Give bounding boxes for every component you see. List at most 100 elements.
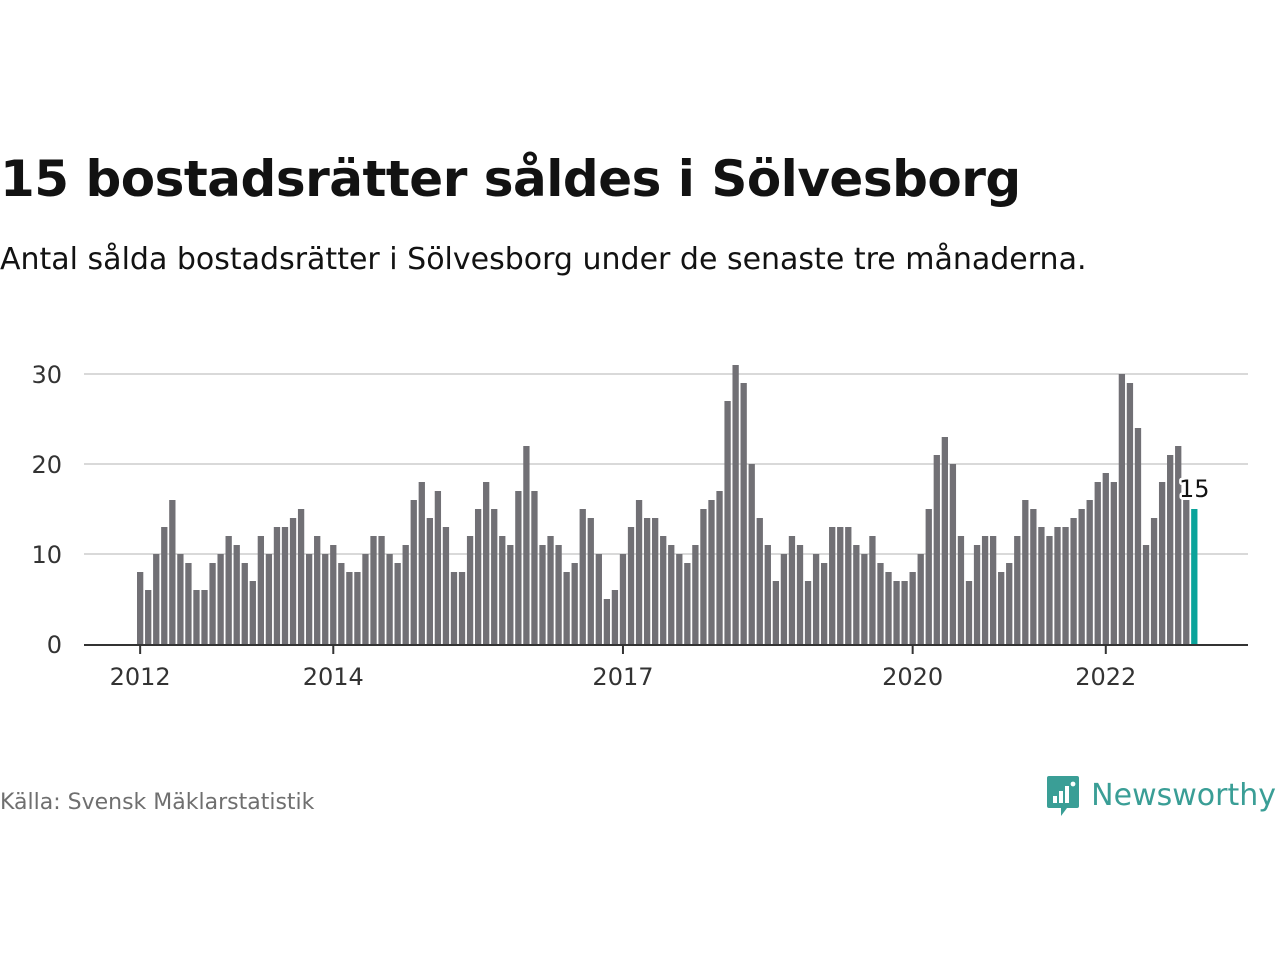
data-label: 15 <box>1179 475 1210 503</box>
bar <box>314 536 321 644</box>
bar <box>169 500 176 644</box>
y-tick-label: 30 <box>31 361 62 389</box>
bar <box>1078 509 1085 644</box>
bar <box>829 527 836 644</box>
bar <box>716 491 723 644</box>
bar <box>249 581 256 644</box>
bar <box>209 563 216 644</box>
bar <box>756 518 763 644</box>
bar <box>917 554 924 644</box>
bar <box>547 536 554 644</box>
bar <box>804 581 812 644</box>
x-tick-label: 2022 <box>1075 663 1136 691</box>
bar <box>515 491 522 644</box>
bar <box>998 572 1005 644</box>
bar <box>563 572 570 644</box>
bar <box>1102 473 1109 644</box>
y-axis: 0 10 20 30 <box>31 361 62 659</box>
x-tick-label: 2014 <box>303 663 364 691</box>
bar <box>812 554 820 644</box>
bar <box>909 572 916 644</box>
bar <box>619 554 627 644</box>
bar <box>732 365 739 644</box>
bar <box>539 545 546 644</box>
bar <box>885 572 892 644</box>
bar <box>635 500 643 644</box>
bar <box>450 572 458 644</box>
bar <box>1094 482 1101 644</box>
bar <box>386 554 393 644</box>
bar <box>973 545 981 644</box>
bar <box>362 554 369 644</box>
bar <box>531 491 538 644</box>
bar <box>869 536 876 644</box>
bar <box>273 527 281 644</box>
y-tick-label: 20 <box>31 451 62 479</box>
bar <box>925 509 932 644</box>
bar <box>1175 446 1182 644</box>
bar <box>595 554 602 644</box>
bar <box>796 545 804 644</box>
page-title: 15 bostadsrätter såldes i Sölvesborg <box>0 150 1021 208</box>
bar <box>410 500 417 644</box>
bar <box>1014 536 1021 644</box>
bar <box>466 536 474 644</box>
page-subtitle: Antal sålda bostadsrätter i Sölvesborg u… <box>0 242 1087 277</box>
bar <box>1038 527 1045 644</box>
bar <box>233 545 240 644</box>
bar <box>1158 482 1166 644</box>
bar <box>1030 509 1037 644</box>
bar <box>458 572 466 644</box>
bar <box>217 554 224 644</box>
brand-logo: Newsworthy <box>1045 772 1276 820</box>
bar <box>241 563 248 644</box>
bar <box>491 509 498 644</box>
bar <box>1118 374 1126 644</box>
bar <box>378 536 385 644</box>
bar <box>941 437 948 644</box>
bar <box>933 455 940 644</box>
bar <box>820 563 828 644</box>
bar <box>426 518 433 644</box>
x-tick-label: 2012 <box>110 663 171 691</box>
x-tick-label: 2017 <box>592 663 653 691</box>
bar <box>627 527 635 644</box>
bar <box>442 527 450 644</box>
bar <box>764 545 771 644</box>
bar <box>418 482 425 644</box>
bar <box>1126 383 1134 644</box>
bar <box>901 581 908 644</box>
bar <box>394 563 401 644</box>
brand-name: Newsworthy <box>1091 778 1276 813</box>
bar <box>338 563 345 644</box>
bars <box>137 365 1198 644</box>
bar <box>1167 455 1174 644</box>
bar <box>370 536 377 644</box>
bar <box>499 536 506 644</box>
bar <box>185 563 192 644</box>
bar <box>692 545 699 644</box>
bar <box>161 527 168 644</box>
bar <box>265 554 273 644</box>
bar <box>1134 428 1142 644</box>
bar <box>297 509 305 644</box>
bar <box>668 545 675 644</box>
bar <box>289 518 297 644</box>
bar <box>1046 536 1053 644</box>
bar <box>724 401 731 644</box>
bar <box>700 509 707 644</box>
bar <box>965 581 973 644</box>
bar <box>676 554 683 644</box>
bar-highlight <box>1191 509 1198 644</box>
bar <box>845 527 852 644</box>
bar <box>177 554 184 644</box>
bar <box>153 554 160 644</box>
bar <box>957 536 965 644</box>
y-tick-label: 0 <box>47 631 62 659</box>
bar <box>137 572 144 644</box>
bar <box>684 563 691 644</box>
bar <box>893 581 900 644</box>
bar-chart: 2012 2014 2017 2020 2022 0 10 20 30 15 <box>31 361 1248 691</box>
bar <box>305 554 313 644</box>
bar <box>507 545 514 644</box>
